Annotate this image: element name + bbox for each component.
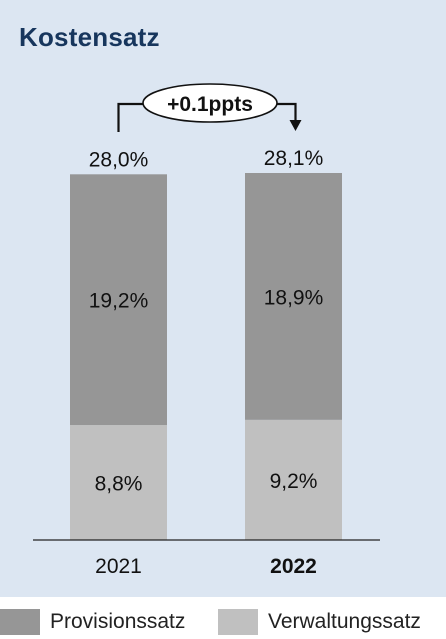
legend-item-provisionssatz: Provisionssatz	[0, 609, 185, 635]
total-label-2022: 28,1%	[264, 147, 324, 170]
chart-title: Kostensatz	[19, 22, 160, 52]
legend-item-verwaltungssatz: Verwaltungssatz	[218, 609, 421, 635]
data-label-provisionssatz-2021: 19,2%	[89, 290, 149, 313]
legend: Provisionssatz Verwaltungssatz	[0, 597, 446, 639]
bar-verwaltungssatz-2022	[245, 419, 342, 540]
bar-verwaltungssatz-2021	[70, 425, 167, 540]
stacked-bar-chart: 8,8% 19,2% 28,0% 2021 9,2% 18,9% 28,1% 2022 +0.…	[33, 83, 380, 578]
data-label-verwaltungssatz-2022: 9,2%	[270, 470, 318, 493]
legend-label-verwaltungssatz: Verwaltungssatz	[268, 610, 421, 633]
bar-provisionssatz-2022	[245, 173, 342, 420]
bar-provisionssatz-2021	[70, 174, 167, 426]
legend-swatch-provisionssatz	[0, 609, 40, 635]
x-tick-label-2021: 2021	[95, 555, 142, 578]
change-bracket-left	[117, 102, 150, 132]
change-callout-label: +0.1ppts	[167, 93, 253, 116]
change-bracket-right	[270, 102, 297, 122]
legend-label-provisionssatz: Provisionssatz	[50, 610, 186, 633]
data-label-verwaltungssatz-2021: 8,8%	[95, 473, 143, 496]
change-arrowhead	[289, 120, 302, 131]
data-label-provisionssatz-2022: 18,9%	[264, 286, 324, 309]
legend-swatch-verwaltungssatz	[218, 609, 258, 635]
total-label-2021: 28,0%	[89, 148, 149, 171]
change-callout	[142, 83, 278, 123]
x-tick-label-2022: 2022	[270, 555, 317, 578]
